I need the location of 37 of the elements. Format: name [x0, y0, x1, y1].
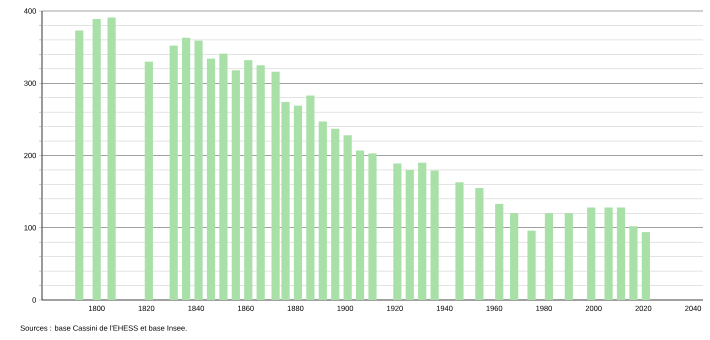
bar: [75, 30, 84, 300]
bar: [368, 153, 377, 300]
bar: [331, 128, 340, 300]
bar: [475, 188, 484, 300]
bar: [244, 60, 252, 300]
bar: [219, 54, 228, 300]
bar: [170, 46, 178, 300]
bar: [144, 62, 153, 300]
bar: [564, 213, 573, 300]
bar: [455, 182, 464, 300]
bar: [344, 135, 352, 300]
bar: [629, 226, 638, 300]
bar: [107, 18, 116, 300]
bar: [527, 230, 536, 300]
bar: [182, 38, 190, 300]
bar: [642, 232, 650, 300]
bar: [356, 150, 364, 300]
bar: [430, 170, 439, 300]
bar: [604, 208, 613, 300]
bar: [281, 102, 290, 300]
bar: [306, 96, 314, 300]
bar: [318, 122, 327, 300]
bar: [256, 65, 265, 300]
bar: [232, 70, 240, 300]
bar: [294, 106, 302, 300]
bar: [418, 162, 426, 300]
bar: [194, 40, 203, 300]
bar: [587, 208, 596, 300]
bar: [616, 208, 626, 300]
bar: [495, 204, 504, 300]
bar: [92, 18, 101, 300]
bar: [406, 170, 414, 300]
bar: [510, 213, 518, 300]
bar: [544, 213, 554, 300]
bar: [206, 58, 216, 300]
bar: [271, 72, 280, 300]
bar: [393, 163, 402, 300]
